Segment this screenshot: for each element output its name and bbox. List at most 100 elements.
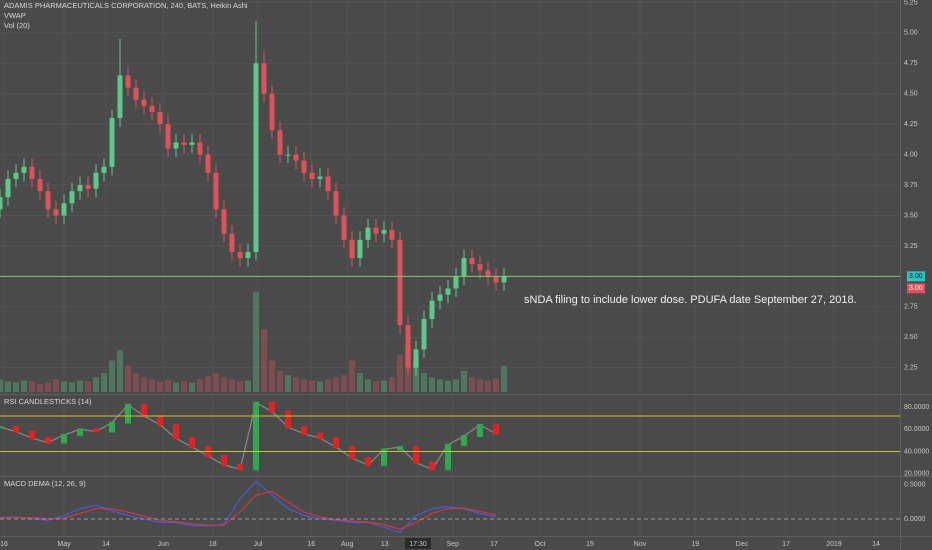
rsi-candle: [285, 410, 291, 429]
chart-title: ADAMIS PHARMACEUTICALS CORPORATION, 240,…: [4, 1, 248, 10]
volume-bar: [309, 380, 315, 392]
candle-body: [45, 191, 51, 210]
candle-body: [357, 239, 363, 259]
rsi-candle: [0, 426, 3, 429]
volume-bar: [453, 379, 459, 392]
rsi-candle: [61, 433, 67, 444]
candle-body: [269, 93, 275, 131]
x-tick-label: Nov: [634, 541, 647, 548]
candle-body: [397, 239, 403, 326]
candle-body: [61, 203, 67, 216]
x-tick-label: Sep: [447, 541, 460, 548]
candle-body: [277, 130, 283, 155]
volume-bar: [389, 377, 395, 392]
candle-body: [501, 276, 507, 283]
rsi-candle: [301, 426, 307, 435]
volume-bar: [501, 365, 507, 392]
candle-body: [229, 233, 235, 252]
candle-body: [77, 185, 83, 192]
x-tick-label: 19: [691, 541, 699, 548]
candle-body: [149, 105, 155, 112]
volume-bar: [245, 380, 251, 392]
candle-body: [461, 258, 467, 277]
volume-bar: [221, 377, 227, 392]
candle-body: [325, 176, 331, 192]
candle-body: [381, 230, 387, 234]
rsi-candle: [413, 446, 419, 464]
candle-body: [245, 252, 251, 259]
candle-body: [469, 258, 475, 265]
plots: [0, 20, 507, 534]
volume-bar: [189, 382, 195, 392]
x-cursor-box: [405, 538, 431, 549]
volume-bar: [301, 379, 307, 392]
volume-bar: [0, 379, 3, 392]
y-tick-label: 4.75: [904, 60, 918, 67]
rsi-candle: [173, 423, 179, 440]
volume-bar: [77, 380, 83, 392]
rsi-candle: [125, 403, 131, 424]
rsi-candle: [381, 448, 387, 466]
rsi-candle: [397, 446, 403, 451]
candle-body: [477, 264, 483, 271]
volume-bar: [277, 370, 283, 392]
volume-bar: [261, 328, 267, 392]
volume-bar: [293, 377, 299, 392]
volume-bar: [85, 381, 91, 392]
volume-bar: [141, 377, 147, 392]
x-tick-label: Jun: [158, 541, 169, 548]
volume-bar: [341, 375, 347, 392]
y-tick-label: 0.5000: [904, 482, 926, 489]
x-tick-label: 16: [307, 541, 315, 548]
rsi-candle: [141, 403, 147, 417]
candle-body: [437, 294, 443, 301]
rsi-candle: [493, 423, 499, 435]
rsi-candle: [429, 461, 435, 471]
candle-body: [133, 87, 139, 100]
candle-body: [53, 209, 59, 216]
volume-bar: [477, 379, 483, 392]
indicator-label: Vol (20): [4, 21, 30, 30]
x-tick-label: 17: [782, 541, 790, 548]
x-tick-label: 16: [0, 541, 8, 548]
candle-body: [157, 112, 163, 125]
y-tick-label: 5.25: [904, 0, 918, 6]
volume-bar: [469, 377, 475, 392]
volume-bar: [133, 373, 139, 392]
pane-title: MACD DEMA (12, 26, 9): [4, 479, 86, 488]
candle-body: [117, 75, 123, 119]
volume-bar: [109, 360, 115, 392]
candle-body: [309, 172, 315, 179]
volume-bar: [325, 379, 331, 392]
x-tick-label: 15: [586, 541, 594, 548]
y-tick-label: 3.50: [904, 212, 918, 219]
volume-bar: [373, 381, 379, 392]
x-tick-label: Aug: [341, 541, 354, 548]
volume-bar: [413, 360, 419, 392]
volume-bar: [37, 383, 43, 392]
candle-body: [373, 227, 379, 234]
x-tick-label: 14: [102, 541, 110, 548]
y-tick-label: 4.00: [904, 151, 918, 158]
grid: [0, 0, 900, 536]
rsi-candle: [317, 432, 323, 440]
x-tick-label: 2019: [826, 541, 842, 548]
annotation: sNDA filing to include lower dose. PDUFA…: [524, 294, 857, 306]
volume-bar: [421, 373, 427, 392]
candle-body: [13, 172, 19, 179]
volume-bar: [29, 381, 35, 392]
y-tick-label: 2.50: [904, 334, 918, 341]
x-tick-label: 17: [490, 541, 498, 548]
hline-label: 3.00: [909, 273, 923, 280]
hline-label-box: [907, 271, 925, 282]
volume-bar: [173, 382, 179, 392]
volume-bar: [461, 370, 467, 392]
volume-bar: [253, 292, 259, 392]
volume-bar: [13, 382, 19, 392]
y-tick-label: 2.25: [904, 364, 918, 371]
candle-body: [165, 124, 171, 149]
y-tick-label: 2.75: [904, 304, 918, 311]
rsi-candle: [45, 437, 51, 444]
volume-bar: [445, 380, 451, 392]
